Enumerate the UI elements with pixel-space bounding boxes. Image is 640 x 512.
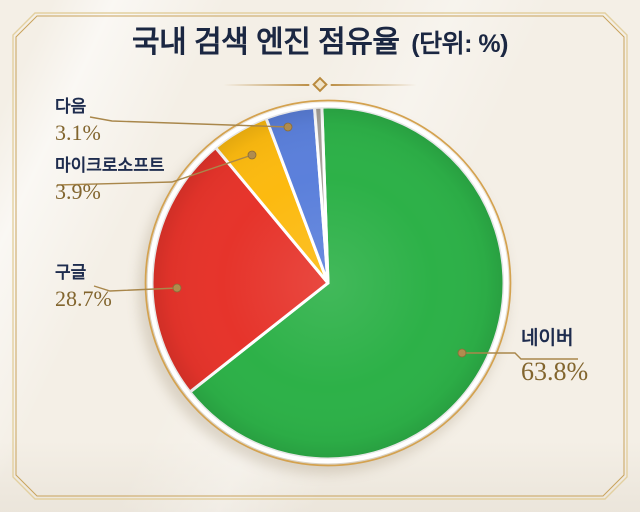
- chart-title: 국내 검색 엔진 점유율 (단위: %): [0, 26, 640, 59]
- callout-line-daum: [89, 116, 289, 128]
- callout-line-google: [93, 285, 178, 292]
- callout-microsoft-percent: 3.9%: [55, 178, 101, 204]
- callout-google-name: 구글: [55, 263, 87, 282]
- callout-leaders: [56, 116, 578, 360]
- callout-daum: 다음 3.1%: [55, 97, 101, 146]
- callout-naver-name: 네이버: [521, 328, 574, 349]
- callout-naver: 네이버 63.8%: [521, 328, 588, 387]
- callout-dot-naver: [457, 348, 467, 358]
- callout-naver-percent: 63.8%: [521, 356, 589, 386]
- callout-dot-daum: [283, 122, 293, 132]
- callout-line-microsoft: [56, 154, 253, 186]
- pie-outer-ring: [144, 99, 512, 467]
- frame-inner-line: [15, 15, 625, 497]
- frame-outer-line: [12, 12, 628, 500]
- callout-dot-google: [172, 283, 182, 293]
- divider-line-left: [223, 83, 310, 86]
- callout-daum-percent: 3.1%: [55, 119, 101, 145]
- chart-title-unit: (단위: %): [411, 30, 508, 58]
- chart-title-text: 국내 검색 엔진 점유율: [132, 26, 400, 59]
- callout-google-percent: 28.7%: [55, 285, 112, 311]
- callout-dot-microsoft: [247, 150, 257, 160]
- divider-line-right: [330, 83, 417, 86]
- pie-slices: [150, 105, 506, 461]
- callout-daum-name: 다음: [55, 97, 87, 116]
- callout-line-naver: [462, 352, 578, 360]
- callout-microsoft: 마이크로소프트 3.9%: [55, 156, 164, 205]
- callout-google: 구글 28.7%: [55, 263, 112, 312]
- title-divider: [223, 76, 417, 93]
- callout-microsoft-name: 마이크로소프트: [55, 156, 165, 175]
